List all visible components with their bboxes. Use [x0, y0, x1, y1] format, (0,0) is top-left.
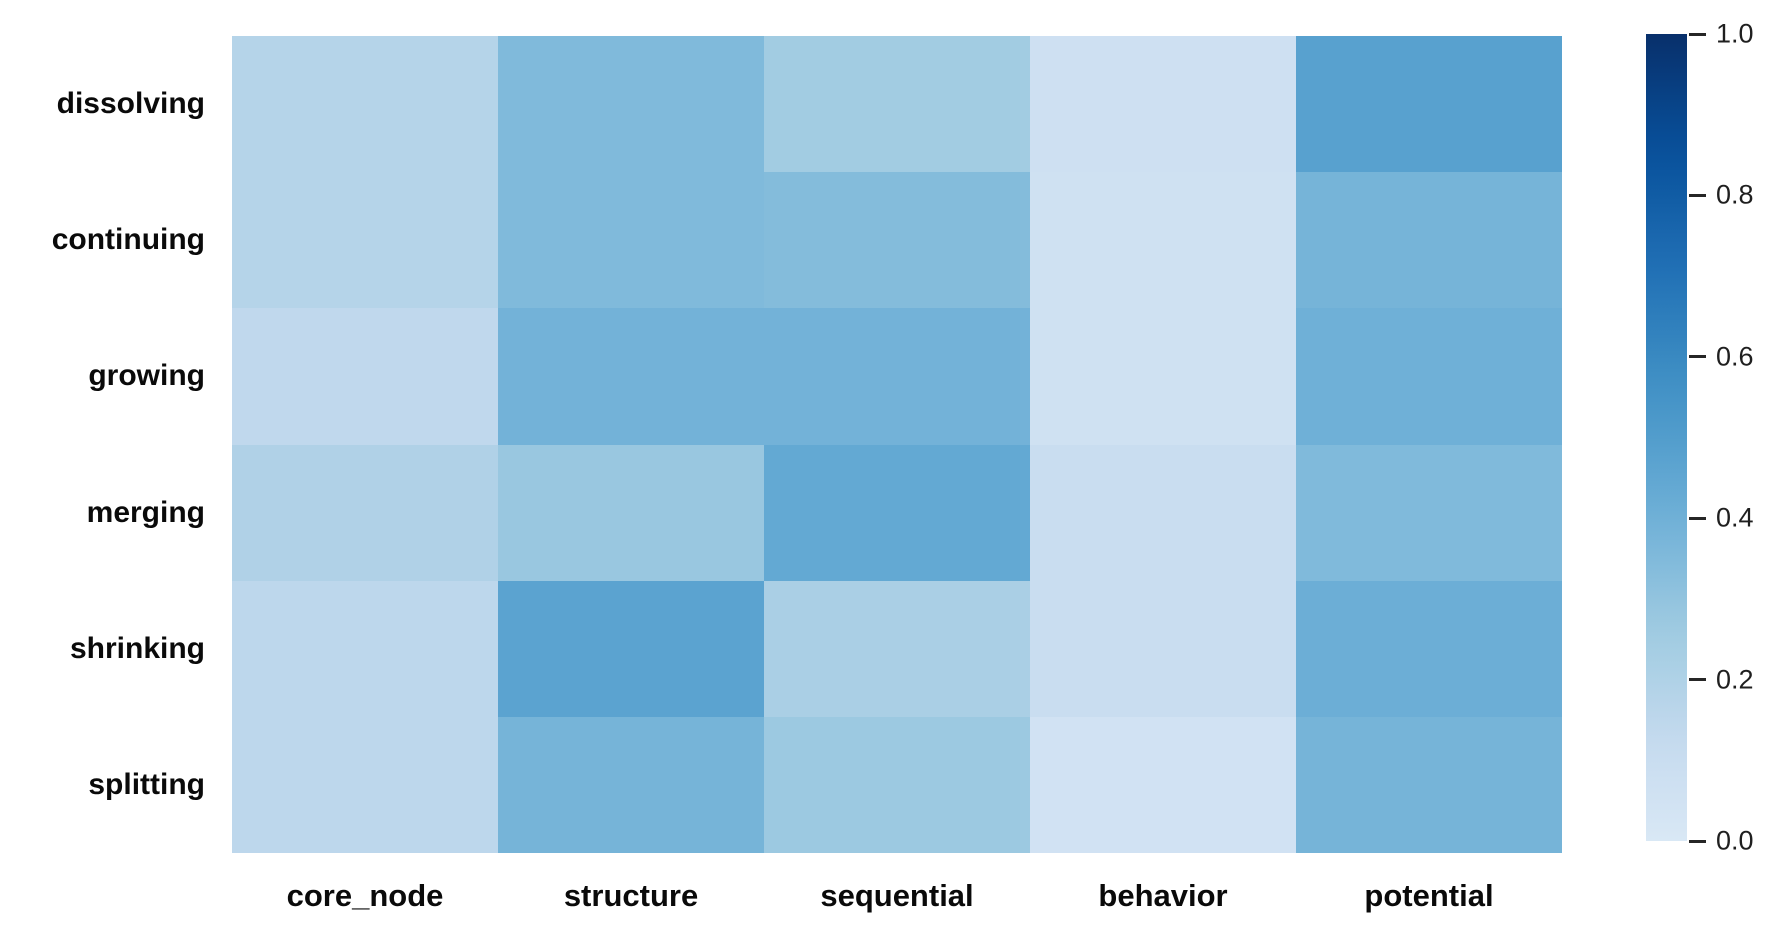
heatmap-cell-dissolving-potential	[1296, 36, 1562, 173]
heatmap-cell-shrinking-behavior	[1030, 580, 1296, 717]
heatmap-cell-splitting-core_node	[232, 716, 498, 853]
colorbar-tick-label: 0.8	[1716, 179, 1754, 210]
colorbar-tick-label: 0.0	[1716, 825, 1754, 856]
heatmap-cell-growing-potential	[1296, 308, 1562, 445]
x-axis-label-potential: potential	[1364, 878, 1494, 913]
heatmap-cell-shrinking-potential	[1296, 580, 1562, 717]
heatmap-cell-splitting-structure	[498, 716, 764, 853]
heatmap-cell-dissolving-behavior	[1030, 36, 1296, 173]
heatmap-cell-merging-sequential	[764, 444, 1030, 581]
heatmap-cell-splitting-potential	[1296, 716, 1562, 853]
y-axis-label-dissolving: dissolving	[56, 87, 205, 121]
heatmap-cell-splitting-sequential	[764, 716, 1030, 853]
heatmap-cell-continuing-core_node	[232, 172, 498, 309]
heatmap-cell-growing-sequential	[764, 308, 1030, 445]
heatmap-cell-continuing-behavior	[1030, 172, 1296, 309]
colorbar-tick-label: 0.4	[1716, 502, 1754, 533]
y-axis-label-continuing: continuing	[51, 223, 205, 257]
colorbar-tick-mark	[1689, 678, 1706, 682]
heatmap-cell-merging-behavior	[1030, 444, 1296, 581]
heatmap-cell-shrinking-structure	[498, 580, 764, 717]
x-axis-label-core_node: core_node	[286, 878, 444, 913]
heatmap-cell-dissolving-sequential	[764, 36, 1030, 173]
y-axis-label-shrinking: shrinking	[69, 631, 205, 665]
heatmap-cell-continuing-structure	[498, 172, 764, 309]
colorbar-tick-label: 0.2	[1716, 664, 1754, 695]
heatmap-cell-merging-potential	[1296, 444, 1562, 581]
heatmap-cell-dissolving-structure	[498, 36, 764, 173]
heatmap-cell-continuing-potential	[1296, 172, 1562, 309]
y-axis-label-merging: merging	[86, 495, 205, 529]
heatmap-cell-growing-core_node	[232, 308, 498, 445]
heatmap-cell-dissolving-core_node	[232, 36, 498, 173]
x-axis-label-behavior: behavior	[1098, 878, 1228, 913]
colorbar-tick-label: 0.6	[1716, 341, 1754, 372]
heatmap-cell-growing-behavior	[1030, 308, 1296, 445]
colorbar	[1646, 34, 1687, 841]
colorbar-tick-mark	[1689, 839, 1706, 843]
heatmap-grid	[232, 36, 1562, 853]
heatmap-cell-merging-structure	[498, 444, 764, 581]
y-axis-label-splitting: splitting	[88, 767, 205, 801]
colorbar-tick-label: 1.0	[1716, 18, 1754, 49]
colorbar-tick-mark	[1689, 355, 1706, 359]
y-axis-label-growing: growing	[88, 359, 205, 393]
heatmap-cell-merging-core_node	[232, 444, 498, 581]
heatmap-cell-splitting-behavior	[1030, 716, 1296, 853]
heatmap-cell-growing-structure	[498, 308, 764, 445]
colorbar-tick-mark	[1689, 193, 1706, 197]
heatmap-cell-shrinking-core_node	[232, 580, 498, 717]
heatmap-cell-shrinking-sequential	[764, 580, 1030, 717]
colorbar-tick-mark	[1689, 32, 1706, 36]
colorbar-tick-mark	[1689, 516, 1706, 520]
x-axis-label-structure: structure	[563, 878, 699, 913]
heatmap-cell-continuing-sequential	[764, 172, 1030, 309]
x-axis-label-sequential: sequential	[820, 878, 974, 913]
